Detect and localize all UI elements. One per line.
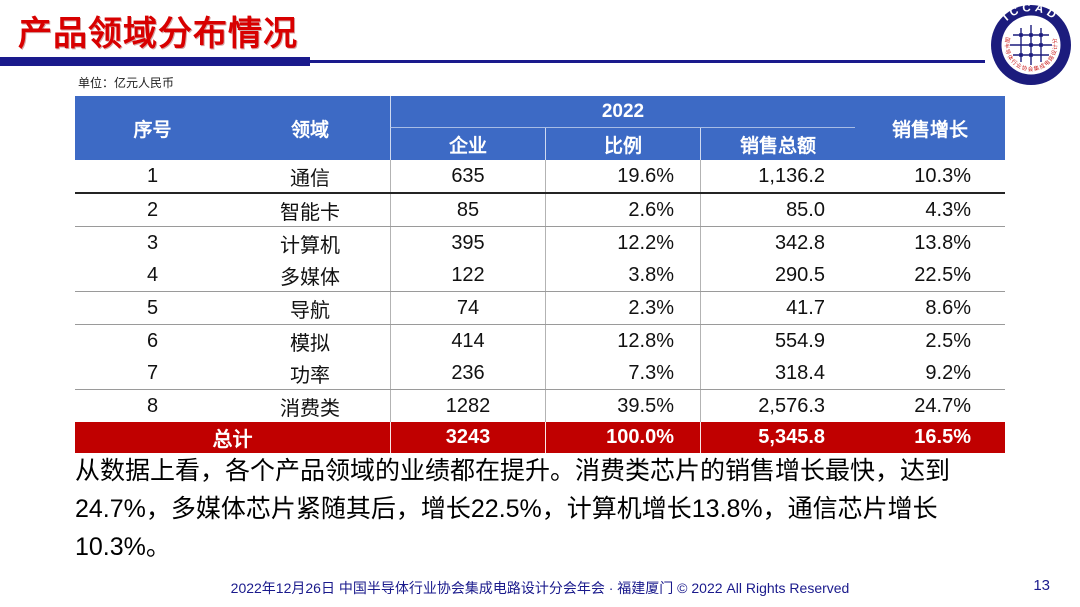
page-number: 13	[1033, 577, 1050, 594]
cell-seq: 2	[146, 198, 159, 221]
title-underline-thick	[0, 57, 310, 66]
cell-total-companies: 3243	[390, 422, 545, 453]
header-seq: 序号	[133, 119, 172, 141]
cell-companies: 236	[390, 357, 545, 389]
cell-sales-growth: 24.7%	[914, 394, 971, 417]
cell-companies: 85	[390, 194, 545, 226]
cell-total-sales: 5,345.8	[700, 422, 855, 453]
cell-share: 2.3%	[545, 292, 700, 324]
cell-seq: 3	[146, 231, 159, 254]
cell-share: 3.8%	[545, 259, 700, 291]
cell-share: 7.3%	[545, 357, 700, 389]
logo-circuit-nodes	[1019, 33, 1043, 57]
cell-domain: 消费类	[280, 397, 340, 420]
cell-share: 19.6%	[545, 160, 700, 192]
cell-companies: 1282	[390, 390, 545, 422]
cell-companies: 635	[390, 160, 545, 192]
cell-sales-total: 554.9	[700, 325, 855, 357]
table-total-row: 总计 3243 100.0% 5,345.8 16.5%	[75, 422, 1005, 453]
table-row: 5 导航 74 2.3% 41.7 8.6%	[75, 292, 1005, 325]
cell-seq: 5	[146, 296, 159, 319]
header-domain: 领域	[290, 119, 329, 141]
cell-seq: 8	[146, 394, 159, 417]
cell-share: 39.5%	[545, 390, 700, 422]
analysis-line: 从数据上看，各个产品领域的业绩都在提升。消费类芯片的销售增长最快，达到	[75, 457, 951, 485]
cell-companies: 74	[390, 292, 545, 324]
cell-sales-total: 85.0	[700, 194, 855, 226]
cell-share: 12.8%	[545, 325, 700, 357]
analysis-line: 24.7%，多媒体芯片紧随其后，增长22.5%，计算机增长13.8%，通信芯片增…	[75, 495, 938, 523]
cell-sales-growth: 9.2%	[925, 361, 971, 384]
table-row: 7 功率 236 7.3% 318.4 9.2%	[75, 357, 1005, 390]
analysis-line: 10.3%。	[75, 533, 171, 561]
cell-sales-growth: 4.3%	[925, 198, 971, 221]
analysis-paragraph: 从数据上看，各个产品领域的业绩都在提升。消费类芯片的销售增长最快，达到 24.7…	[75, 452, 1025, 566]
unit-label: 单位：亿元人民币	[78, 76, 175, 90]
cell-sales-growth: 10.3%	[914, 164, 971, 187]
cell-seq: 7	[146, 361, 159, 384]
cell-companies: 414	[390, 325, 545, 357]
table-row: 2 智能卡 85 2.6% 85.0 4.3%	[75, 194, 1005, 227]
cell-sales-total: 41.7	[700, 292, 855, 324]
cell-domain: 功率	[290, 364, 330, 387]
cell-domain: 计算机	[280, 234, 340, 257]
header-share: 比例	[545, 128, 700, 160]
cell-sales-total: 342.8	[700, 227, 855, 259]
cell-seq: 4	[146, 263, 159, 286]
table-row: 4 多媒体 122 3.8% 290.5 22.5%	[75, 259, 1005, 292]
cell-domain: 多媒体	[280, 266, 340, 289]
cell-sales-growth: 13.8%	[914, 231, 971, 254]
table-row: 6 模拟 414 12.8% 554.9 2.5%	[75, 325, 1005, 357]
table-row: 8 消费类 1282 39.5% 2,576.3 24.7%	[75, 390, 1005, 422]
footer-copyright: 2022年12月26日 中国半导体行业协会集成电路设计分会年会 · 福建厦门 ©…	[230, 580, 850, 596]
cell-sales-growth: 2.5%	[925, 329, 971, 352]
cell-companies: 395	[390, 227, 545, 259]
header-companies: 企业	[390, 128, 545, 160]
cell-seq: 6	[146, 329, 159, 352]
cell-total-growth: 16.5%	[914, 426, 971, 448]
iccad-logo-icon: ICCAD 中国半导体行业协会集成电路设计分会	[986, 3, 1071, 85]
header-sales-growth: 销售增长	[891, 119, 968, 141]
cell-sales-total: 318.4	[700, 357, 855, 389]
table-row: 3 计算机 395 12.2% 342.8 13.8%	[75, 227, 1005, 259]
cell-sales-growth: 22.5%	[914, 263, 971, 286]
cell-share: 12.2%	[545, 227, 700, 259]
table-row: 1 通信 635 19.6% 1,136.2 10.3%	[75, 160, 1005, 194]
page-title: 产品领域分布情况	[18, 15, 298, 53]
header-sales-total: 销售总额	[700, 128, 855, 160]
cell-seq: 1	[146, 164, 159, 187]
cell-domain: 模拟	[290, 332, 330, 355]
cell-domain: 通信	[290, 167, 330, 190]
cell-domain: 智能卡	[280, 201, 340, 224]
cell-share: 2.6%	[545, 194, 700, 226]
cell-sales-total: 2,576.3	[700, 390, 855, 422]
cell-sales-growth: 8.6%	[925, 296, 971, 319]
cell-companies: 122	[390, 259, 545, 291]
cell-domain: 导航	[290, 299, 330, 322]
cell-total-label: 总计	[212, 429, 253, 451]
cell-sales-total: 1,136.2	[700, 160, 855, 192]
table-header: 序号 领域 2022 企业 比例 销售总额 销售增长	[75, 96, 1005, 160]
header-year-group: 2022	[390, 96, 855, 128]
product-domain-table: 序号 领域 2022 企业 比例 销售总额 销售增长 1 通信 635 19.6…	[75, 96, 1005, 453]
cell-total-share: 100.0%	[545, 422, 700, 453]
cell-sales-total: 290.5	[700, 259, 855, 291]
title-underline-thin	[310, 60, 985, 63]
